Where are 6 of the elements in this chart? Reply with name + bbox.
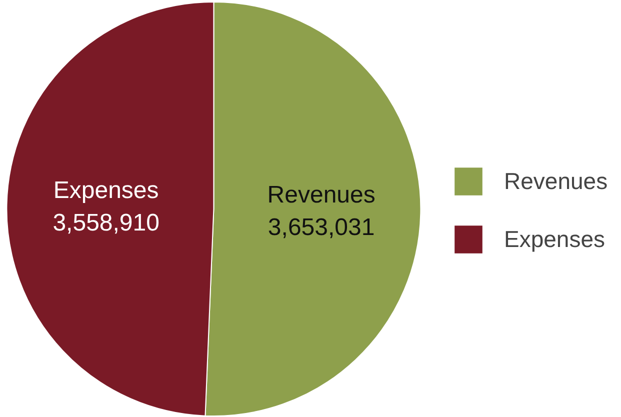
slice-label: Expenses xyxy=(53,177,159,204)
data-label: 3,558,910 xyxy=(52,209,160,236)
legend-label: Revenues xyxy=(504,168,608,194)
slice-label: Revenues xyxy=(267,182,376,209)
legend-label: Expenses xyxy=(504,226,606,252)
data-label: 3,653,031 xyxy=(268,214,375,241)
